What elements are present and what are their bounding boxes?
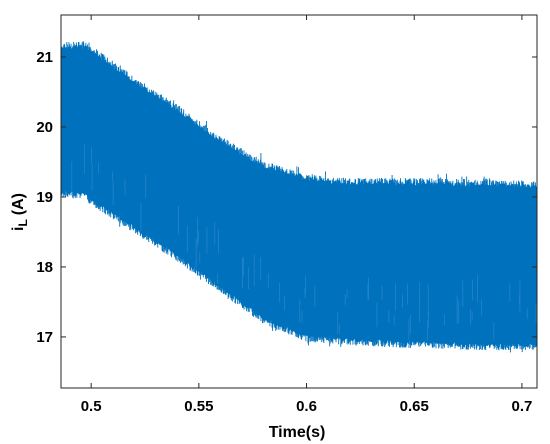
y-tick-label: 17 <box>36 329 53 346</box>
series-texture-0 <box>71 144 537 341</box>
x-tick-label: 0.65 <box>400 398 429 415</box>
y-tick-label: 19 <box>36 189 53 206</box>
y-tick-label: 18 <box>36 259 53 276</box>
x-tick-label: 0.5 <box>81 398 102 415</box>
x-tick-label: 0.6 <box>296 398 317 415</box>
series-ripple-0 <box>61 40 537 353</box>
y-axis-label: iL (A) <box>10 193 30 231</box>
y-axis: 17 18 19 20 21 <box>36 49 537 346</box>
plot-area <box>61 40 537 353</box>
x-tick-label: 0.55 <box>184 398 213 415</box>
y-axis-label-main: i <box>10 227 27 231</box>
x-tick-label: 0.7 <box>511 398 532 415</box>
y-tick-label: 20 <box>36 119 53 136</box>
axes-box <box>60 14 538 389</box>
x-axis-label: Time(s) <box>269 424 326 441</box>
y-tick-label: 21 <box>36 49 53 66</box>
y-axis-label-unit: (A) <box>10 193 27 215</box>
y-axis-label-sub: L <box>16 219 30 226</box>
x-axis: 0.5 0.55 0.6 0.65 0.7 <box>81 15 532 415</box>
